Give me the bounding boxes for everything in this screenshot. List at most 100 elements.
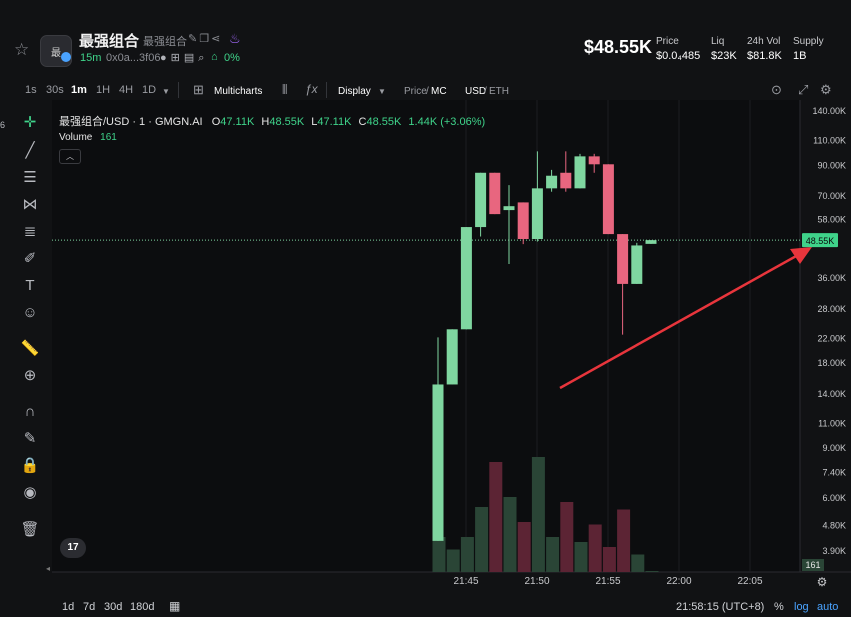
candle-type-icon[interactable]: ⫴ bbox=[282, 82, 288, 97]
search-icon[interactable]: ⌕ bbox=[198, 52, 209, 64]
indicators-icon[interactable]: ƒx bbox=[305, 82, 318, 96]
volume-bar bbox=[475, 507, 489, 572]
y-tick-label: 70.00K bbox=[817, 191, 846, 201]
volume-bar bbox=[588, 524, 602, 572]
copy-icon[interactable]: ❐ bbox=[199, 33, 212, 45]
volume-bar bbox=[489, 462, 503, 572]
trend-line-icon[interactable]: ╱ bbox=[25, 142, 35, 159]
holder-icon[interactable]: ● bbox=[160, 52, 171, 64]
chef-icon: ⌂ bbox=[211, 51, 218, 63]
volume-bar bbox=[531, 457, 545, 572]
candle-body bbox=[475, 172, 487, 228]
interval-dropdown-icon[interactable]: ▼ bbox=[162, 87, 170, 96]
camera-icon[interactable]: ⊙ bbox=[771, 82, 782, 97]
range-7d[interactable]: 7d bbox=[83, 601, 96, 613]
eth-toggle[interactable]: ETH bbox=[489, 86, 509, 97]
toggle-slash: / bbox=[484, 86, 487, 97]
usd-toggle[interactable]: USD bbox=[465, 86, 487, 97]
trash-icon[interactable]: 🗑 bbox=[20, 521, 40, 538]
ruler-icon[interactable]: 📏 bbox=[20, 340, 40, 357]
log-toggle[interactable]: log bbox=[794, 601, 809, 613]
legend-h-value: 48.55K bbox=[269, 116, 305, 128]
eye-icon[interactable]: ◉ bbox=[23, 484, 37, 501]
volume-bar bbox=[503, 497, 517, 572]
price-value: $0.0₄485 bbox=[656, 50, 701, 62]
fib-icon[interactable]: ≣ bbox=[23, 223, 37, 240]
legend-c-label: C bbox=[358, 116, 367, 128]
social-icons[interactable]: ●⊞▤⌕ bbox=[160, 51, 208, 65]
contract-address[interactable]: 0x0a...3f06 bbox=[106, 52, 161, 64]
interval-1m[interactable]: 1m bbox=[71, 84, 87, 96]
volume-value: 161 bbox=[100, 132, 117, 143]
multicharts-button[interactable]: Multicharts bbox=[214, 86, 263, 97]
legend-l-value: 47.11K bbox=[317, 116, 352, 128]
chain-icon bbox=[61, 52, 71, 62]
interval-1d[interactable]: 1D bbox=[142, 84, 157, 96]
y-tick-label: 36.00K bbox=[817, 273, 846, 283]
edge-marker: 6 bbox=[0, 120, 6, 130]
edit-icon[interactable]: ✎ bbox=[188, 33, 200, 45]
text-icon[interactable]: T bbox=[25, 277, 35, 294]
scroll-left-icon[interactable]: ◂ bbox=[46, 564, 51, 573]
big-price: $48.55K bbox=[584, 37, 653, 57]
settings-gear-icon[interactable]: ⚙ bbox=[820, 82, 832, 97]
y-tick-label: 90.00K bbox=[817, 160, 846, 170]
add-chart-icon[interactable]: ⊞ bbox=[193, 82, 204, 97]
pencil-lock-icon[interactable]: ✎ bbox=[23, 430, 37, 447]
volume-bar bbox=[446, 549, 460, 572]
fullscreen-icon[interactable]: ⤢ bbox=[798, 82, 809, 97]
emoji-icon[interactable]: ☺ bbox=[22, 304, 38, 321]
token-action-icons[interactable]: ✎❐⋖ bbox=[188, 32, 222, 45]
favorite-star-icon[interactable]: ☆ bbox=[14, 40, 30, 59]
lock-icon[interactable]: 🔒 bbox=[20, 457, 40, 474]
price-chart[interactable]: 140.00K 110.00K 90.00K 70.00K 58.00K 36.00K 28… bbox=[0, 100, 851, 600]
annotation-arrow-line bbox=[559, 253, 799, 390]
volume-badge-box bbox=[802, 559, 824, 571]
interval-1s[interactable]: 1s bbox=[25, 84, 37, 96]
candle-body bbox=[503, 206, 515, 211]
x-tick-label: 22:05 bbox=[737, 576, 762, 587]
horizontal-lines-icon[interactable]: ☰ bbox=[23, 169, 37, 186]
interval-1h[interactable]: 1H bbox=[96, 84, 111, 96]
magnet-icon[interactable]: ∩ bbox=[24, 403, 36, 420]
mc-toggle[interactable]: MC bbox=[431, 86, 447, 97]
token-age: 15m bbox=[80, 52, 102, 64]
calendar-icon[interactable]: ▦ bbox=[169, 599, 181, 613]
legend-symbol: 最强组合/USD · 1 · GMGN.AI bbox=[59, 116, 203, 128]
crosshair-icon[interactable]: ✛ bbox=[23, 114, 37, 131]
token-name: 最强组合 bbox=[79, 33, 140, 50]
token-header bbox=[0, 0, 851, 75]
range-180d[interactable]: 180d bbox=[130, 601, 155, 613]
collapse-legend-icon[interactable]: ︿ bbox=[59, 149, 81, 164]
display-dropdown-icon[interactable]: ▼ bbox=[378, 87, 386, 96]
candle-body bbox=[617, 234, 629, 284]
brush-icon[interactable]: ✐ bbox=[23, 250, 37, 267]
volume-badge-label: 161 bbox=[805, 560, 820, 570]
x-tick-label: 21:50 bbox=[524, 576, 549, 587]
legend-h-label: H bbox=[261, 116, 270, 128]
pattern-icon[interactable]: ⋈ bbox=[22, 196, 38, 213]
range-1d[interactable]: 1d bbox=[62, 601, 75, 613]
web-icon[interactable]: ⊞ bbox=[170, 52, 184, 64]
clock[interactable]: 21:58:15 (UTC+8) bbox=[676, 601, 765, 613]
y-tick-label: 140.00K bbox=[812, 106, 846, 116]
interval-30s[interactable]: 30s bbox=[46, 84, 64, 96]
auto-toggle[interactable]: auto bbox=[817, 601, 839, 613]
candle-body bbox=[460, 227, 472, 330]
vol-label: 24h Vol bbox=[747, 36, 781, 47]
current-price-label: 48.55K bbox=[806, 236, 835, 246]
legend-change: 1.44K (+3.06%) bbox=[408, 116, 486, 128]
display-button[interactable]: Display bbox=[338, 86, 371, 97]
volume-bar bbox=[517, 522, 531, 572]
range-30d[interactable]: 30d bbox=[104, 601, 123, 613]
interval-4h[interactable]: 4H bbox=[119, 84, 134, 96]
share-icon[interactable]: ⋖ bbox=[211, 33, 223, 45]
zoom-in-icon[interactable]: ⊕ bbox=[23, 367, 37, 384]
percent-toggle[interactable]: % bbox=[774, 601, 784, 613]
axis-settings-gear-icon[interactable]: ⚙ bbox=[817, 575, 828, 589]
price-toggle[interactable]: Price bbox=[404, 86, 427, 97]
doc-icon[interactable]: ▤ bbox=[183, 52, 199, 64]
liq-value: $23K bbox=[711, 50, 737, 62]
liq-label: Liq bbox=[711, 36, 725, 47]
y-tick-label: 6.00K bbox=[822, 493, 846, 503]
